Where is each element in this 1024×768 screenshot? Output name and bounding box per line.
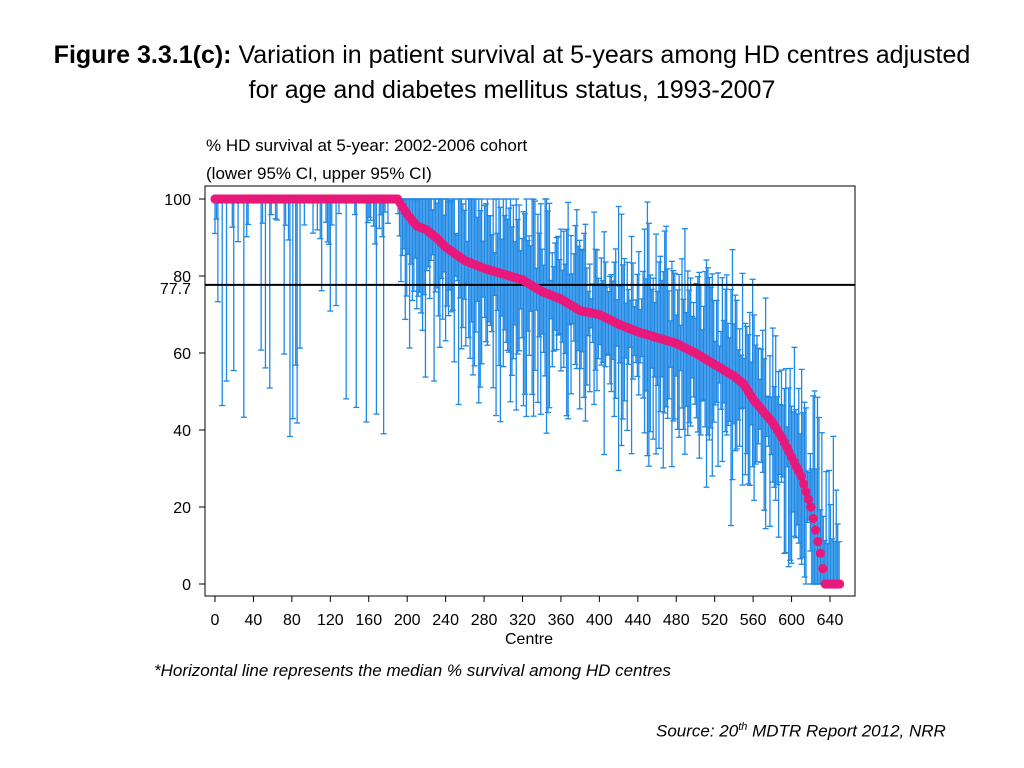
plot-frame [204,185,856,597]
y-tick-label: 20 [173,500,191,517]
estimate-point [815,548,825,558]
chart-header-line1: % HD survival at 5-year: 2002-2006 cohor… [206,136,528,155]
source-note: Source: 20th MDTR Report 2012, NRR [656,721,946,742]
estimate-point [813,537,823,547]
x-tick-label: 40 [245,612,263,629]
y-tick-label: 0 [182,577,191,594]
chart-header: % HD survival at 5-year: 2002-2006 cohor… [206,132,527,188]
figure-title: Figure 3.3.1(c): Variation in patient su… [40,38,984,108]
source-superscript: th [738,721,748,733]
footnote: *Horizontal line represents the median %… [154,661,671,680]
estimate-point [801,487,811,497]
y-tick-label: 80 [173,269,191,286]
figure-title-text: Variation in patient survival at 5-years… [238,41,971,104]
x-tick-label: 120 [317,612,344,629]
x-tick-label: 240 [432,612,459,629]
source-suffix: MDTR Report 2012, NRR [747,721,946,741]
figure-title-label: Figure 3.3.1(c): [53,41,232,69]
x-tick-label: 360 [548,612,575,629]
x-tick-label: 280 [471,612,498,629]
x-tick-label: 320 [509,612,536,629]
estimate-points [210,194,845,589]
estimate-point [798,479,809,489]
x-tick-label: 160 [355,612,382,629]
x-tick-label: 440 [624,612,651,629]
x-tick-label: 600 [778,612,805,629]
estimate-point [810,525,821,535]
x-tick-label: 480 [663,612,690,629]
y-tick-label: 60 [173,346,191,363]
estimate-point [808,513,818,524]
x-axis-title: Centre [505,631,553,648]
y-tick-label: 100 [164,192,191,209]
x-tick-label: 400 [586,612,613,629]
chart-header-line2: (lower 95% CI, upper 95% CI) [206,164,432,183]
x-tick-label: 80 [283,612,301,629]
y-tick-label: 40 [173,423,191,440]
x-tick-label: 0 [211,612,220,629]
x-tick-label: 640 [817,612,844,629]
x-tick-label: 560 [740,612,767,629]
estimate-point [803,494,813,504]
x-tick-label: 200 [394,612,421,629]
source-prefix: Source: 20 [656,721,739,741]
estimate-point [796,471,806,481]
median-line-label: 77.7 [160,281,191,298]
x-tick-label: 520 [701,612,728,629]
estimate-point [818,564,828,574]
estimate-point [806,502,816,512]
estimate-point [835,579,845,589]
